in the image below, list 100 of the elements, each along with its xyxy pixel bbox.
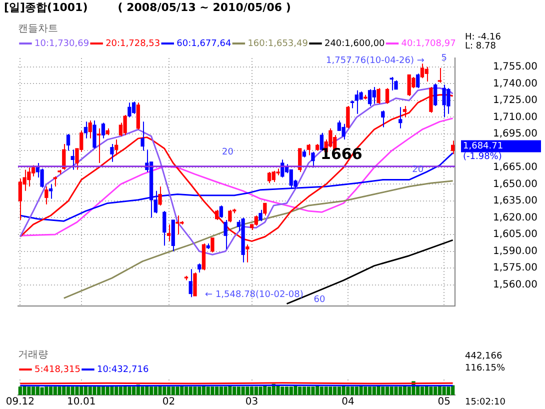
bar: [31, 386, 36, 395]
candlestick: [354, 90, 359, 114]
bar: [210, 386, 214, 395]
bar: [332, 386, 337, 395]
annotation: 20: [412, 164, 424, 175]
y-tick-label: 1,740.00: [493, 78, 538, 90]
candlestick: [70, 149, 74, 170]
candlestick: [166, 224, 171, 242]
text: 1,684.71: [463, 142, 504, 152]
text: (-1.98%): [463, 152, 502, 162]
candlestick: [298, 148, 302, 172]
y-tick-label: 1,710.00: [493, 112, 538, 123]
bar: [193, 386, 197, 395]
candlestick: [342, 123, 346, 140]
y-tick-label: 1,590.00: [493, 246, 538, 257]
bar: [311, 386, 315, 395]
candlestick: [18, 178, 22, 220]
bar: [66, 386, 70, 395]
annotation: 20: [222, 148, 234, 158]
candlestick: [97, 128, 101, 164]
bar: [420, 386, 424, 395]
candlestick: [101, 122, 106, 139]
bar: [429, 386, 433, 395]
annotation: 60: [314, 295, 326, 306]
bar: [40, 387, 44, 395]
bar: [385, 386, 390, 395]
bar: [58, 386, 62, 395]
annotation: 1,757.76(10-04-26) →: [326, 56, 425, 66]
candlestick: [246, 244, 250, 263]
candlestick: [140, 121, 144, 152]
candlestick: [385, 88, 390, 104]
candlestick: [346, 106, 350, 129]
bar: [284, 386, 289, 395]
candlestick: [254, 215, 258, 226]
candlestick: [158, 186, 162, 206]
bar: [92, 386, 96, 395]
bar: [236, 386, 241, 395]
bar: [118, 386, 123, 395]
x-tick-label: 04: [342, 396, 354, 408]
bar: [394, 386, 398, 395]
bar: [302, 386, 306, 395]
legend-label: 60:1,677,64: [176, 38, 232, 49]
candlestick: [381, 110, 385, 128]
candlestick: [215, 209, 219, 220]
bar: [166, 386, 171, 395]
candlestick: [53, 176, 57, 187]
text: 442,166: [465, 352, 502, 362]
candlestick: [162, 210, 166, 246]
candlestick: [110, 144, 114, 162]
candlestick: [368, 88, 372, 107]
candlestick: [263, 202, 267, 216]
candlestick: [376, 88, 380, 104]
y-tick-label: 1,650.00: [493, 178, 538, 190]
candlestick: [92, 120, 96, 149]
text: H: -4.16: [465, 32, 502, 42]
candlestick: [114, 139, 118, 156]
candlestick: [128, 102, 132, 118]
bar: [376, 386, 380, 395]
legend-label: 240:1,600,00: [324, 38, 386, 49]
bar: [114, 386, 118, 395]
candlestick: [372, 86, 376, 104]
x-tick-label: 03: [245, 396, 258, 408]
candlestick: [258, 209, 262, 222]
text: 15:02:10: [465, 398, 506, 408]
bar: [140, 386, 144, 395]
x-tick-label: 09.12: [6, 396, 35, 408]
candlestick: [44, 186, 48, 205]
candlestick: [328, 128, 332, 148]
y-tick-label: 1,695.00: [493, 128, 538, 140]
bar: [320, 386, 324, 395]
bar: [337, 386, 342, 395]
candlestick: [66, 133, 70, 152]
bar: [18, 386, 22, 395]
legend-title: 캔들차트: [18, 24, 58, 35]
bar: [450, 385, 455, 395]
candlestick: [48, 184, 53, 200]
candlestick: [306, 144, 310, 156]
annotation: ← 1,548.78(10-02-08): [205, 290, 304, 300]
legend-label: 10:1,730,69: [34, 38, 90, 49]
legend-label: 5:418,315: [34, 364, 80, 375]
candlestick: [438, 68, 442, 84]
candlestick: [424, 66, 428, 82]
candlestick: [402, 106, 407, 118]
candlestick: [398, 106, 402, 129]
bar: [75, 386, 79, 395]
bar: [132, 386, 136, 395]
bar: [176, 386, 180, 395]
candlestick: [267, 171, 272, 184]
bar: [350, 386, 354, 395]
bar: [359, 386, 363, 395]
bar: [294, 386, 298, 395]
bar: [276, 386, 280, 395]
candlestick: [228, 209, 232, 223]
candlestick: [416, 73, 420, 89]
bar: [48, 386, 53, 395]
candlestick: [123, 114, 127, 136]
candlestick: [188, 268, 192, 298]
y-tick-label: 1,605.00: [493, 229, 538, 240]
y-tick-label: 1,620.00: [493, 212, 538, 224]
candlestick: [88, 120, 92, 139]
